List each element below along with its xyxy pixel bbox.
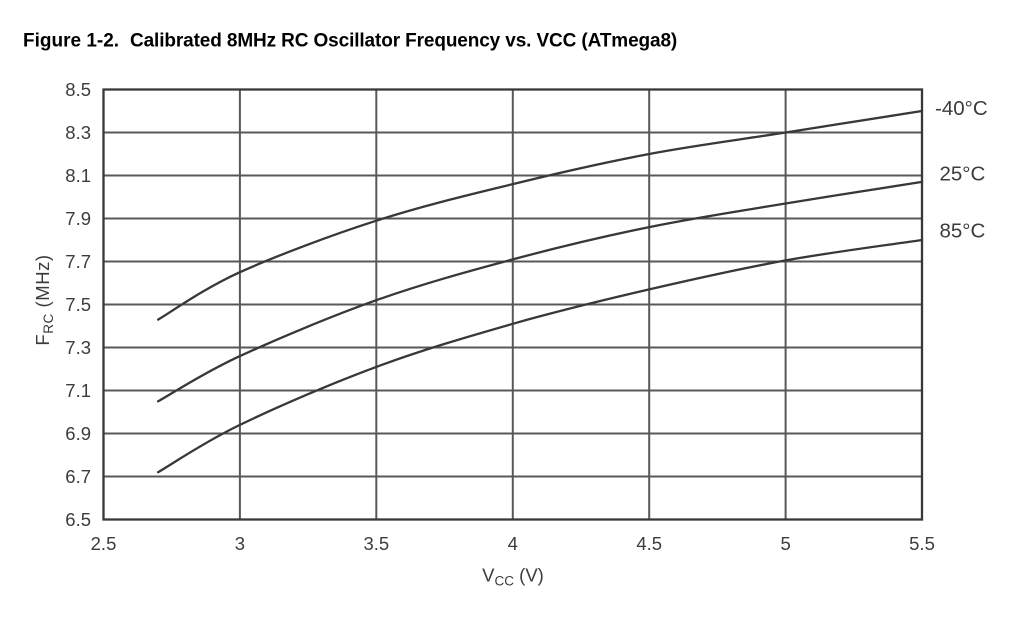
svg-text:25°C: 25°C	[940, 163, 986, 186]
svg-text:8.5: 8.5	[65, 79, 91, 100]
svg-text:6.9: 6.9	[65, 423, 91, 444]
svg-text:5: 5	[780, 533, 790, 554]
svg-text:85°C: 85°C	[940, 220, 986, 243]
svg-text:2.5: 2.5	[91, 533, 117, 554]
svg-text:Calibrated 8MHz RC Oscillator: Calibrated 8MHz RC Oscillator Frequency …	[130, 31, 677, 52]
svg-text:4: 4	[508, 533, 518, 554]
svg-text:7.5: 7.5	[65, 294, 91, 315]
svg-text:7.3: 7.3	[65, 337, 91, 358]
svg-text:6.7: 6.7	[65, 466, 91, 487]
svg-text:8.3: 8.3	[65, 122, 91, 143]
svg-text:7.1: 7.1	[65, 380, 91, 401]
svg-text:FRC (MHz): FRC (MHz)	[32, 254, 56, 345]
svg-text:3: 3	[235, 533, 245, 554]
svg-text:Figure 1-2.: Figure 1-2.	[23, 31, 119, 52]
svg-text:3.5: 3.5	[363, 533, 389, 554]
svg-text:6.5: 6.5	[65, 509, 91, 530]
svg-text:7.9: 7.9	[65, 208, 91, 229]
svg-text:8.1: 8.1	[65, 165, 91, 186]
svg-text:4.5: 4.5	[636, 533, 662, 554]
svg-text:7.7: 7.7	[65, 251, 91, 272]
svg-text:5.5: 5.5	[909, 533, 935, 554]
svg-text:-40°C: -40°C	[935, 97, 988, 120]
